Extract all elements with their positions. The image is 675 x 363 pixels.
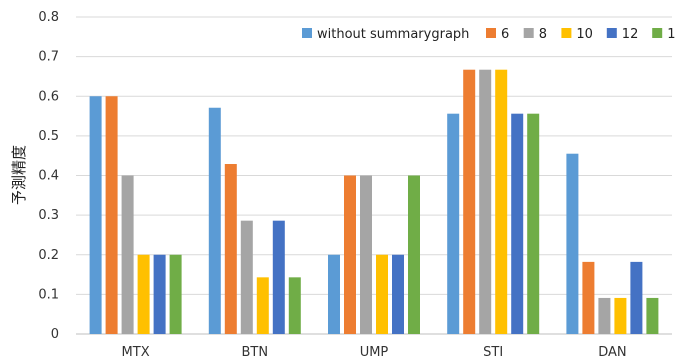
bar [646, 297, 659, 334]
legend-label: 6 [501, 27, 509, 42]
bar [598, 297, 611, 334]
bar [630, 261, 643, 334]
legend: without summarygraph 6 8 10 12 14 [302, 27, 675, 42]
bar [288, 277, 301, 334]
y-tick-label: 0.7 [38, 50, 59, 65]
x-category-label: MTX [122, 345, 150, 360]
bar [511, 113, 524, 334]
x-category-label: STI [483, 345, 503, 360]
bar [479, 69, 492, 335]
y-tick-label: 0.6 [38, 89, 59, 104]
bar [240, 220, 253, 334]
legend-swatch [561, 28, 572, 38]
bar [376, 254, 388, 334]
legend-swatch [523, 28, 534, 38]
bar [447, 113, 460, 334]
x-category-label: DAN [598, 345, 626, 360]
x-category-label: BTN [242, 345, 269, 360]
y-axis-ticks: 0 0.1 0.2 0.3 0.4 0.5 0.6 0.7 0.8 [38, 10, 59, 342]
legend-label: 8 [539, 27, 547, 42]
bar [224, 164, 237, 334]
legend-label: 12 [622, 27, 639, 42]
legend-swatch [652, 28, 663, 38]
bar [256, 277, 269, 334]
legend-label: without summarygraph [317, 27, 469, 42]
y-tick-label: 0.1 [38, 287, 59, 302]
bar [169, 254, 182, 334]
bar [272, 220, 285, 334]
bar [582, 261, 595, 334]
bar [408, 175, 420, 334]
y-tick-label: 0.5 [38, 129, 59, 144]
x-category-label: UMP [360, 345, 389, 360]
y-tick-label: 0.3 [38, 208, 59, 223]
bar [121, 175, 134, 334]
legend-swatch [606, 28, 617, 38]
bar [566, 153, 579, 334]
legend-swatch [302, 28, 312, 38]
bars [89, 69, 659, 335]
bar [208, 107, 221, 335]
bar [137, 254, 150, 334]
bar [495, 69, 508, 335]
legend-swatch [486, 28, 496, 38]
bar [344, 175, 356, 334]
bar [153, 254, 166, 334]
bar [527, 113, 540, 334]
y-tick-label: 0 [51, 327, 59, 342]
bar [105, 96, 118, 334]
legend-label: 10 [576, 27, 593, 42]
bar [328, 254, 340, 334]
bar [614, 297, 627, 334]
y-axis-label: 予測精度 [10, 145, 28, 205]
y-tick-label: 0.4 [38, 169, 59, 184]
x-axis-categories: MTX BTN UMP STI DAN [122, 345, 627, 360]
legend-label: 14 [667, 27, 675, 42]
bar [360, 175, 372, 334]
y-tick-label: 0.2 [38, 248, 59, 263]
bar [89, 96, 102, 334]
bar [463, 69, 476, 335]
bar [392, 254, 404, 334]
y-tick-label: 0.8 [38, 10, 59, 25]
